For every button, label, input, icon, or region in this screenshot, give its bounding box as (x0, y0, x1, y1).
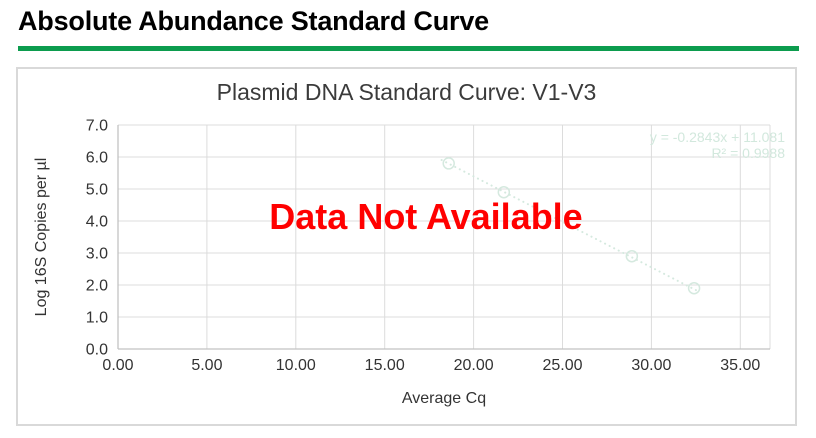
data-point-marker (687, 281, 701, 295)
x-tick-label: 20.00 (454, 357, 494, 374)
x-tick-label: 35.00 (720, 357, 760, 374)
data-point-marker (497, 185, 511, 199)
chart-panel: Plasmid DNA Standard Curve: V1-V3 0.0 1.0… (16, 67, 797, 426)
y-tick-label: 7.0 (86, 118, 108, 135)
data-point-marker (625, 249, 639, 263)
y-axis-title: Log 16S Copies per µl (33, 158, 50, 317)
y-tick-label: 4.0 (86, 214, 108, 231)
x-tick-label: 30.00 (631, 357, 671, 374)
page-title: Absolute Abundance Standard Curve (18, 6, 489, 36)
x-tick-label: 25.00 (542, 357, 582, 374)
x-tick-label: 15.00 (365, 357, 405, 374)
y-tick-label: 0.0 (86, 342, 108, 359)
standard-curve-plot: 0.0 1.0 2.0 3.0 4.0 5.0 6.0 7.0 0.00 5.00 10.00 15.… (33, 118, 771, 407)
x-tick-label: 10.00 (276, 357, 316, 374)
y-tick-label: 5.0 (86, 182, 108, 199)
x-tick-label: 0.00 (102, 357, 133, 374)
data-point-marker (442, 157, 455, 170)
header-underline (18, 46, 799, 51)
equation-label: y = -0.2843x + 11.081 (649, 129, 785, 145)
chart-title: Plasmid DNA Standard Curve: V1-V3 (216, 79, 597, 105)
data-not-available-text: Data Not Available (269, 196, 583, 237)
x-tick-label: 5.00 (191, 357, 222, 374)
y-tick-label: 3.0 (86, 246, 108, 263)
r-squared-label: R² = 0.9988 (711, 144, 785, 161)
y-tick-label: 1.0 (86, 310, 108, 327)
x-axis-title: Average Cq (402, 390, 486, 407)
trendline-equation-block: y = -0.2843x + 11.081 R² = 0.9988 (649, 129, 785, 161)
y-tick-label: 2.0 (86, 278, 108, 295)
y-tick-label: 6.0 (86, 150, 108, 167)
